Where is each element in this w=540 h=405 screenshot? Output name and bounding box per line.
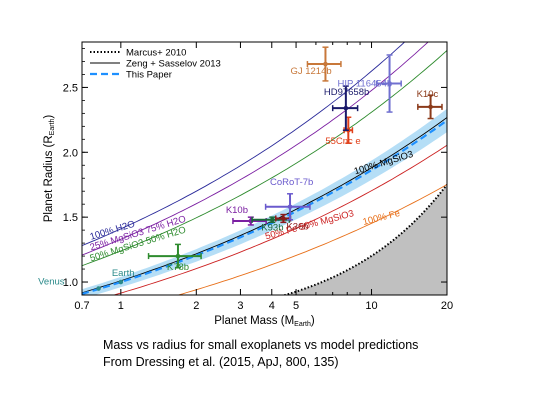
model-curve [82,50,447,267]
point-label: HIP 116454b [338,79,393,90]
data-point [118,279,124,285]
data-point [264,193,311,221]
point-label: Venus [38,277,65,288]
data-point [417,94,443,120]
point-label: K78b [167,262,189,273]
legend-label: Zeng + Sasselov 2013 [126,59,221,70]
data-point [375,54,402,113]
point-label: K10b [226,205,248,216]
point-marker [96,286,101,291]
point-marker [281,216,286,221]
point-marker [428,104,433,110]
y-tick-label: 2.5 [63,82,78,94]
point-label: K93b [261,223,283,234]
y-tick-label: 1.5 [63,212,78,224]
point-marker [343,105,349,111]
point-label: K36b [286,221,308,232]
point-label: CoRoT-7b [270,177,313,188]
model-curve [176,184,447,295]
y-axis-label: Planet Radius (REarth) [43,115,56,223]
point-label: K10c [417,89,439,100]
y-tick-label: 1.0 [63,277,78,289]
x-tick-label: 0.7 [74,300,89,312]
plot-frame [81,41,448,296]
legend-label: Marcus+ 2010 [126,48,186,59]
point-marker [323,61,328,67]
x-axis-label: Planet Mass (MEarth) [214,315,315,328]
point-label: Earth [112,268,135,279]
model-curve [112,144,447,295]
point-marker [118,279,124,285]
model-curve [82,42,429,256]
caption-line-1: Mass vs radius for small exoplanets vs m… [103,338,419,352]
x-tick-label: 1 [118,300,124,312]
data-point [147,243,202,269]
x-tick-label: 4 [269,300,275,312]
x-tick-label: 3 [237,300,243,312]
model-curve [82,42,406,247]
model-curve [82,117,447,294]
x-tick-label: 20 [441,300,453,312]
x-tick-label: 5 [293,300,299,312]
point-label: HD97658b [324,87,369,98]
point-marker [175,253,181,259]
point-marker [270,217,275,223]
point-label: 55Cnc e [325,136,360,147]
caption-line-2: From Dressing et al. (2015, ApJ, 800, 13… [103,355,339,369]
data-point [96,286,101,291]
point-marker [287,204,293,210]
data-point [331,85,359,131]
marcus-curve [281,183,447,295]
data-point [306,46,342,82]
point-label: GJ 1214b [290,66,331,77]
x-tick-label: 2 [193,300,199,312]
curve-label: 100% Fe [362,208,402,228]
legend-label: This Paper [126,70,172,81]
excluded-region [285,184,447,295]
x-tick-label: 10 [365,300,377,312]
this-paper-curve [82,119,447,295]
y-tick-label: 2.0 [63,147,78,159]
point-marker [387,81,392,86]
